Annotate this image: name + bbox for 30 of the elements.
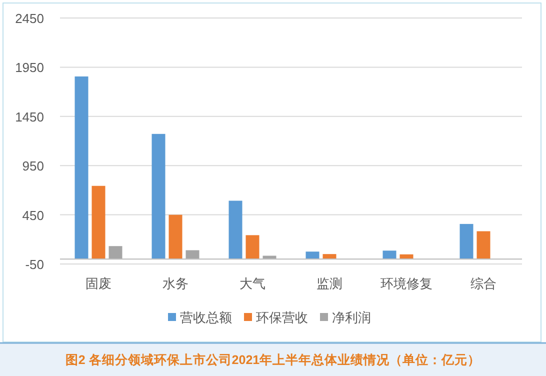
bar xyxy=(262,256,276,260)
x-tick-label: 固废 xyxy=(86,276,112,291)
legend-label: 净利润 xyxy=(332,310,371,325)
bar xyxy=(168,214,182,260)
bar xyxy=(108,246,122,260)
x-tick-label: 水务 xyxy=(162,276,188,291)
bar xyxy=(246,235,260,260)
x-tick-label: 大气 xyxy=(240,276,266,291)
bar xyxy=(476,231,490,260)
x-tick-label: 环境修复 xyxy=(380,276,432,291)
bar xyxy=(152,134,166,260)
x-tick-label: 综合 xyxy=(470,276,496,291)
y-tick-label: 1950 xyxy=(15,60,44,76)
bar xyxy=(460,224,474,260)
bar xyxy=(306,252,320,260)
bar xyxy=(186,250,200,260)
legend-label: 营收总额 xyxy=(180,310,232,325)
bar xyxy=(228,200,242,260)
y-tick-label: -50 xyxy=(25,257,44,272)
y-tick-label: 450 xyxy=(22,208,44,223)
legend-label: 环保营收 xyxy=(256,310,308,325)
bar xyxy=(92,186,106,260)
y-tick-label: 1450 xyxy=(15,109,44,124)
bar xyxy=(322,254,336,260)
x-tick-label: 监测 xyxy=(316,276,342,291)
text: 图2 各细分领域环保上市公司2021年上半年总体业绩情况（单位：亿元） xyxy=(65,352,481,367)
bar xyxy=(382,250,396,260)
y-tick-label: 2450 xyxy=(15,11,44,26)
bar xyxy=(74,76,88,260)
y-tick-label: 950 xyxy=(22,158,44,174)
